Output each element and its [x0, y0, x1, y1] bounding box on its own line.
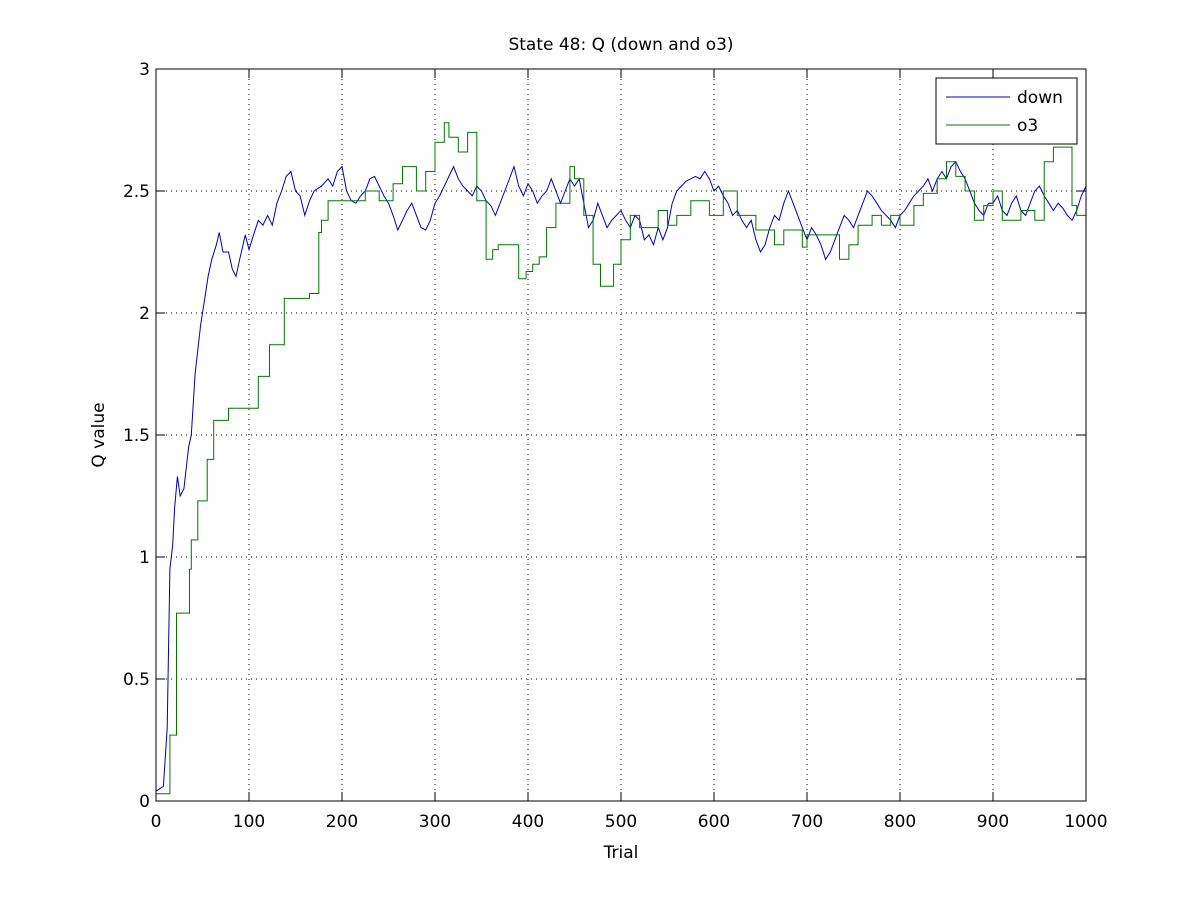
y-tick-label: 1.5 — [123, 426, 150, 446]
x-tick-label: 400 — [512, 812, 544, 832]
legend: down o3 — [935, 77, 1078, 145]
x-tick-label: 600 — [698, 812, 730, 832]
y-axis-label: Q value — [89, 402, 109, 467]
y-tick-label: 1 — [139, 548, 150, 568]
series-line-down — [155, 160, 1087, 792]
x-tick-label: 0 — [151, 812, 162, 832]
y-tick-label: 0.5 — [123, 670, 150, 690]
x-axis-label: Trial — [603, 843, 639, 863]
tick-marks — [155, 68, 1087, 802]
x-tick-label: 500 — [605, 812, 637, 832]
y-tick-label: 2 — [139, 304, 150, 324]
x-tick-label: 100 — [233, 812, 265, 832]
y-tick-label: 0 — [139, 792, 150, 812]
y-tick-label: 2.5 — [123, 182, 150, 202]
legend-box — [935, 77, 1078, 145]
grid-lines — [156, 69, 1086, 801]
x-tick-label: 800 — [884, 812, 916, 832]
series-line-o3 — [156, 122, 1086, 795]
x-tick-label: 1000 — [1064, 812, 1107, 832]
legend-label-o3: o3 — [1017, 116, 1038, 136]
x-tick-label: 700 — [791, 812, 823, 832]
series-lines — [155, 122, 1087, 795]
x-tick-labels: 0 100 200 300 400 500 600 700 800 900 1000 — [151, 812, 1108, 832]
y-tick-label: 3 — [139, 60, 150, 80]
x-tick-label: 900 — [977, 812, 1009, 832]
x-tick-label: 200 — [326, 812, 358, 832]
chart-title: State 48: Q (down and o3) — [508, 35, 733, 55]
legend-label-down: down — [1017, 88, 1063, 108]
y-tick-labels: 0 0.5 1 1.5 2 2.5 3 — [123, 60, 150, 812]
x-tick-label: 300 — [419, 812, 451, 832]
